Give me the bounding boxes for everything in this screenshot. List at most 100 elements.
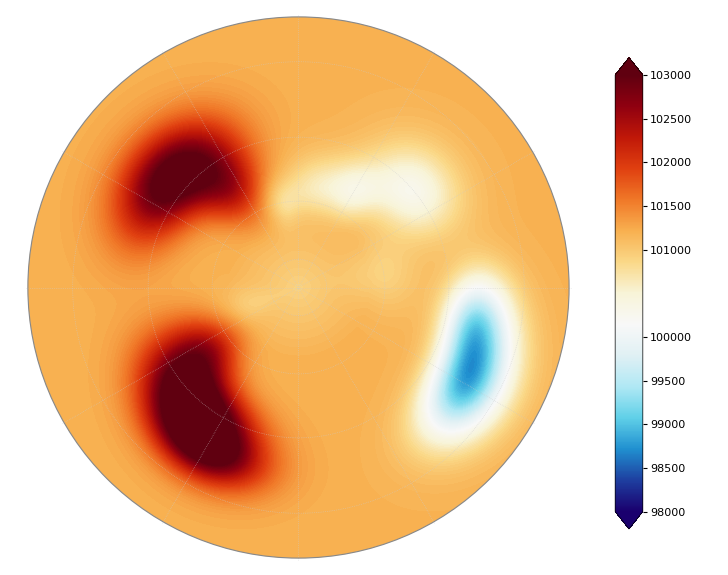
Point <box>293 283 304 292</box>
Point <box>293 283 304 292</box>
Point <box>293 283 304 292</box>
Point <box>293 283 304 292</box>
Point <box>293 283 304 292</box>
Point <box>293 283 304 292</box>
Point <box>293 283 304 292</box>
Point <box>293 283 304 292</box>
Point <box>293 283 304 292</box>
Point <box>293 283 304 292</box>
Point <box>293 283 304 292</box>
Point <box>293 283 304 292</box>
Point <box>293 283 304 292</box>
Point <box>293 283 304 292</box>
Point <box>293 283 304 292</box>
Point <box>293 283 304 292</box>
Point <box>293 283 304 292</box>
Point <box>293 283 304 292</box>
Point <box>293 283 304 292</box>
Point <box>293 283 304 292</box>
Point <box>293 283 304 292</box>
Point <box>293 283 304 292</box>
Point <box>293 283 304 292</box>
Point <box>293 283 304 292</box>
Point <box>293 283 304 292</box>
Point <box>293 283 304 292</box>
Point <box>293 283 304 292</box>
Point <box>293 283 304 292</box>
Point <box>293 283 304 292</box>
Point <box>293 283 304 292</box>
Point <box>293 283 304 292</box>
Point <box>293 283 304 292</box>
PathPatch shape <box>615 58 643 75</box>
Point <box>293 283 304 292</box>
Point <box>293 283 304 292</box>
Point <box>293 283 304 292</box>
Point <box>293 283 304 292</box>
Point <box>293 283 304 292</box>
Point <box>293 283 304 292</box>
Circle shape <box>28 17 569 558</box>
Point <box>293 283 304 292</box>
Point <box>293 283 304 292</box>
Point <box>293 283 304 292</box>
Point <box>293 283 304 292</box>
Point <box>293 283 304 292</box>
Point <box>293 283 304 292</box>
Point <box>293 283 304 292</box>
Point <box>293 283 304 292</box>
Point <box>293 283 304 292</box>
Point <box>293 283 304 292</box>
Point <box>293 283 304 292</box>
Point <box>293 283 304 292</box>
Point <box>293 283 304 292</box>
Point <box>293 283 304 292</box>
Point <box>293 283 304 292</box>
Point <box>293 283 304 292</box>
Point <box>293 283 304 292</box>
Point <box>293 283 304 292</box>
Point <box>293 283 304 292</box>
Point <box>293 283 304 292</box>
Point <box>293 283 304 292</box>
Point <box>293 283 304 292</box>
Point <box>293 283 304 292</box>
Point <box>293 283 304 292</box>
Point <box>293 283 304 292</box>
Point <box>293 283 304 292</box>
Point <box>293 283 304 292</box>
Point <box>293 283 304 292</box>
Point <box>293 283 304 292</box>
Point <box>293 283 304 292</box>
Point <box>293 283 304 292</box>
Point <box>293 283 304 292</box>
Point <box>293 283 304 292</box>
Point <box>293 283 304 292</box>
Point <box>293 283 304 292</box>
Point <box>293 283 304 292</box>
Point <box>293 283 304 292</box>
Point <box>293 283 304 292</box>
Point <box>293 283 304 292</box>
Point <box>293 283 304 292</box>
Point <box>293 283 304 292</box>
Point <box>293 283 304 292</box>
Point <box>293 283 304 292</box>
Point <box>293 283 304 292</box>
Point <box>293 283 304 292</box>
Point <box>293 283 304 292</box>
Point <box>293 283 304 292</box>
Point <box>293 283 304 292</box>
Point <box>293 283 304 292</box>
Point <box>293 283 304 292</box>
Point <box>293 283 304 292</box>
Point <box>293 283 304 292</box>
Point <box>293 283 304 292</box>
Point <box>293 283 304 292</box>
Point <box>293 283 304 292</box>
Point <box>293 283 304 292</box>
Point <box>293 283 304 292</box>
Point <box>293 283 304 292</box>
Point <box>293 283 304 292</box>
Point <box>293 283 304 292</box>
